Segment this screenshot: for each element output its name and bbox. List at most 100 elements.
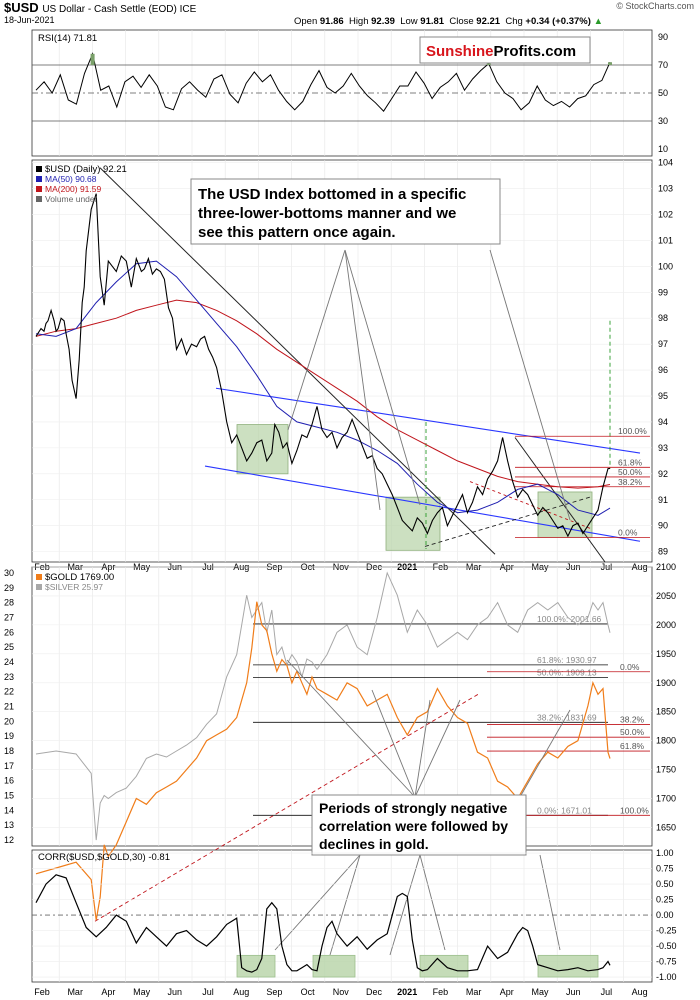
usd-bottom-box-0 [236, 424, 289, 475]
usd-legend-1: MA(50) 90.68 [45, 174, 97, 184]
annotation-bottom-line-2: declines in gold. [319, 836, 429, 852]
rsi-line [35, 52, 611, 113]
callout-line-gold-4 [519, 709, 571, 798]
callout-line-corr-0 [274, 854, 361, 951]
rsi-ytick-90: 90 [658, 32, 668, 42]
header-symbol: $USD [4, 0, 39, 15]
silver-ytick-25: 25 [4, 642, 14, 652]
silver-ytick-28: 28 [4, 598, 14, 608]
month-axis-lower-tick-6: Aug [233, 987, 249, 997]
month-axis-lower-tick-3: May [133, 987, 151, 997]
corr-box-0 [236, 954, 276, 978]
month-axis-lower-tick-1: Mar [67, 987, 83, 997]
callout-line-top-0 [287, 249, 346, 431]
month-axis-lower-tick-17: Jul [601, 987, 613, 997]
month-axis-lower-tick-9: Nov [333, 987, 350, 997]
usd-rising-support [424, 496, 591, 547]
brand-logo-box [419, 36, 591, 64]
brand-part1: Sunshine [426, 43, 494, 60]
silver-ytick-19: 19 [4, 731, 14, 741]
gold-fib-right-label-3: 61.8% [620, 741, 645, 751]
corr-ytick-0.50: 0.50 [656, 879, 674, 889]
month-axis-lower-tick-4: Jun [168, 987, 183, 997]
usd-ma200-line [35, 299, 611, 489]
usd-ytick-91: 91 [658, 495, 668, 505]
gold-ytick-1950: 1950 [656, 649, 676, 659]
low-value: 91.81 [420, 16, 445, 27]
brand-logo: SunshineProfits.com [419, 36, 591, 64]
silver-ytick-14: 14 [4, 805, 14, 815]
up-arrow-icon: ▲ [593, 16, 603, 27]
silver-ytick-13: 13 [4, 820, 14, 830]
chg-label: Chg [505, 16, 523, 27]
callout-line-top-2 [344, 249, 381, 511]
month-axis-lower-tick-2: Apr [101, 987, 115, 997]
usd-fib-label-3: 38.2% [618, 477, 643, 487]
rsi-overbought-fill [486, 63, 491, 65]
annotation-bottom: Periods of strongly negative correlation … [311, 794, 527, 856]
rsi-legend: RSI(14) 71.81 [38, 33, 97, 44]
month-axis-lower-tick-13: Mar [466, 987, 482, 997]
usd-ytick-92: 92 [658, 469, 668, 479]
usd-ytick-100: 100 [658, 261, 673, 271]
low-label: Low [400, 16, 418, 27]
usd-ytick-90: 90 [658, 521, 668, 531]
month-axis-lower-tick-15: May [531, 987, 549, 997]
corr-ytick--1.00: -1.00 [656, 972, 677, 982]
rsi-ytick-50: 50 [658, 88, 668, 98]
silver-ytick-18: 18 [4, 746, 14, 756]
month-axis-lower-tick-8: Oct [301, 987, 316, 997]
silver-legend: $SILVER 25.97 [45, 582, 103, 592]
corr-box-2 [419, 954, 469, 978]
callout-line-top-3 [489, 249, 571, 521]
silver-ytick-20: 20 [4, 716, 14, 726]
high-label: High [348, 16, 369, 27]
callout-line-corr-1 [329, 854, 361, 956]
month-axis-lower-tick-16: Jun [566, 987, 581, 997]
callout-line-gold-1 [371, 689, 416, 798]
credit: © StockCharts.com [616, 1, 694, 11]
header-ohlc: Open 91.86 High 92.39 Low 91.81 Close 92… [294, 16, 603, 27]
corr-box-3 [537, 954, 599, 978]
usd-ytick-93: 93 [658, 443, 668, 453]
month-axis-lower-tick-18: Aug [632, 987, 648, 997]
annotation-top: The USD Index bottomed in a specific thre… [190, 178, 501, 245]
usd-fib-label-4: 0.0% [618, 527, 638, 537]
month-axis-lower-tick-10: Dec [366, 987, 383, 997]
corr-ytick--0.75: -0.75 [656, 957, 677, 967]
panel-frame-usd [31, 159, 653, 563]
callout-line-corr-4 [539, 854, 561, 951]
high-value: 92.39 [371, 16, 395, 27]
silver-ytick-23: 23 [4, 672, 14, 682]
usd-downtrend-line-2 [514, 437, 606, 563]
gold-ytick-2100: 2100 [656, 562, 676, 572]
corr-ytick--0.25: -0.25 [656, 926, 677, 936]
usd-legend-swatch-1 [36, 176, 42, 182]
gold-fib-left-label-2: 50.0%: 1909.13 [537, 667, 597, 677]
silver-ytick-24: 24 [4, 657, 14, 667]
gold-legend-swatch [36, 574, 42, 580]
annotation-top-line-2: see this pattern once again. [198, 224, 396, 241]
annotation-bottom-box [311, 794, 527, 856]
silver-legend-swatch [36, 584, 42, 590]
month-axis-lower-tick-0: Feb [34, 987, 50, 997]
corr-line [35, 874, 611, 973]
silver-ytick-27: 27 [4, 612, 14, 622]
header-title: $USD US Dollar - Cash Settle (EOD) ICE [4, 0, 196, 15]
silver-ytick-12: 12 [4, 835, 14, 845]
usd-downtrend-line [99, 167, 496, 555]
gold-ytick-1650: 1650 [656, 822, 676, 832]
usd-ytick-97: 97 [658, 339, 668, 349]
corr-ytick-1.00: 1.00 [656, 848, 674, 858]
rsi-ytick-70: 70 [658, 60, 668, 70]
corr-ytick-0.75: 0.75 [656, 864, 674, 874]
gold-fib-left-label-4: 0.0%: 1671.01 [537, 805, 592, 815]
rsi-ytick-30: 30 [658, 116, 668, 126]
chart-header: $USD US Dollar - Cash Settle (EOD) ICE 1… [0, 0, 700, 30]
usd-fib-label-2: 50.0% [618, 467, 643, 477]
month-axis-lower-tick-7: Sep [266, 987, 282, 997]
header-date: 18-Jun-2021 [4, 15, 55, 25]
gold-fib-right-label-4: 100.0% [620, 805, 649, 815]
gold-ytick-2000: 2000 [656, 620, 676, 630]
usd-ytick-98: 98 [658, 313, 668, 323]
